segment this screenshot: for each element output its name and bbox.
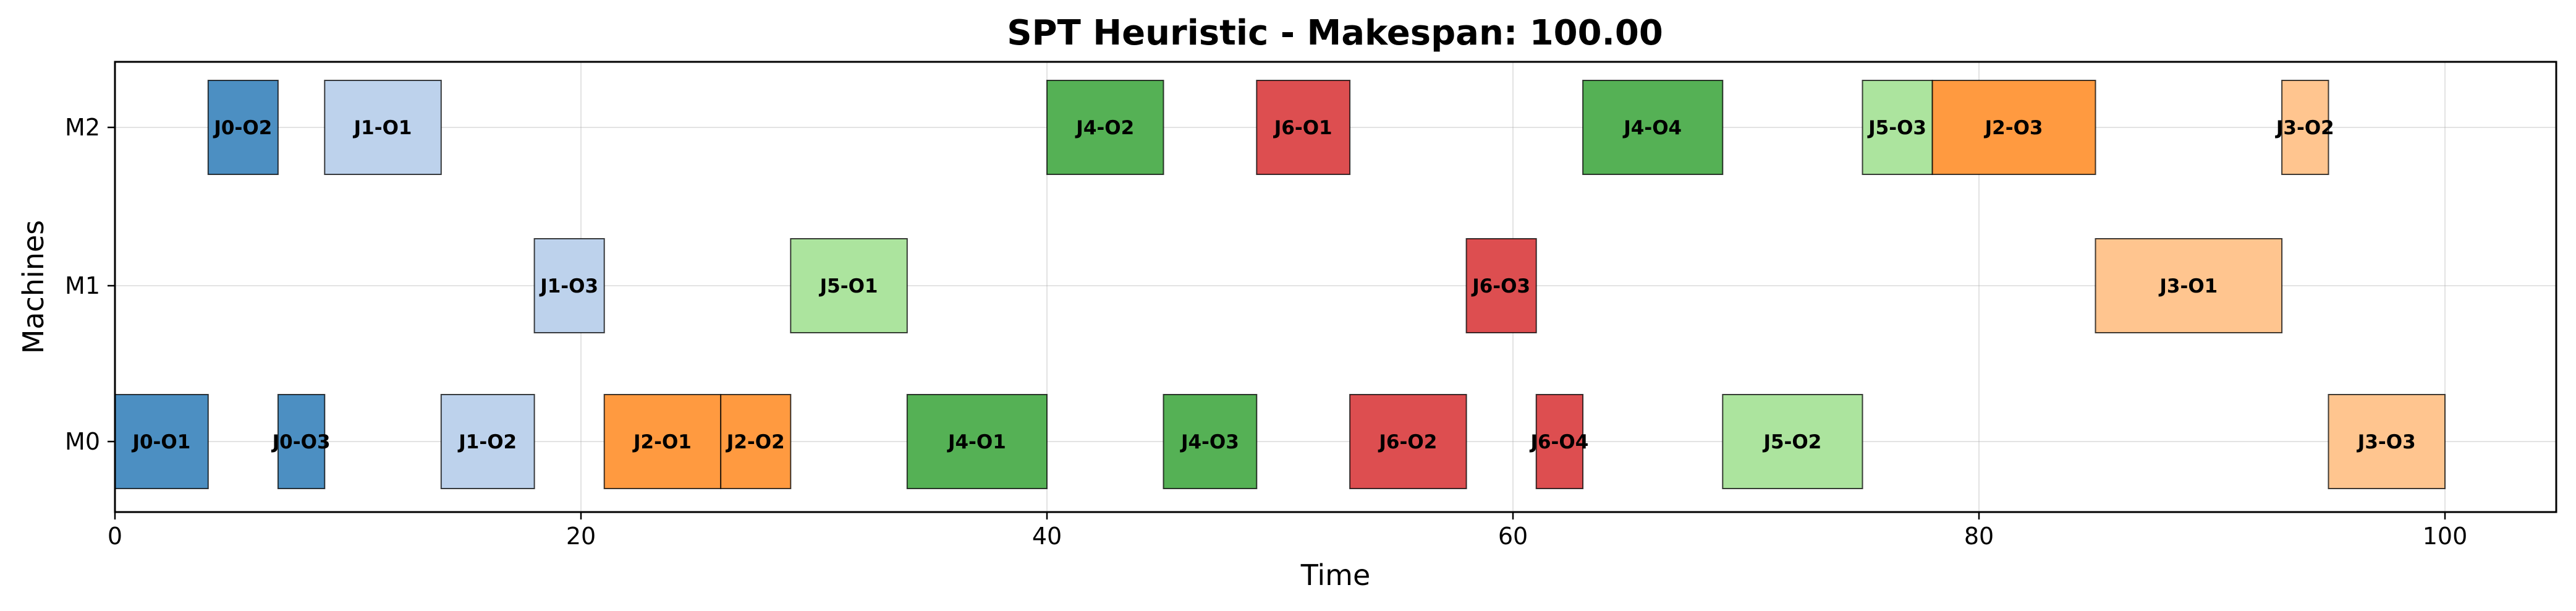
task-bar-j0-o1: [114, 394, 209, 489]
task-bar-j5-o2: [1722, 394, 1863, 489]
task-label: J5-O3: [1867, 117, 1926, 139]
task-label: J2-O3: [1984, 117, 2043, 139]
x-tick-label: 60: [1498, 523, 1528, 550]
task-bar-j5-o3: [1862, 80, 1933, 175]
task-bar-j6-o2: [1349, 394, 1467, 489]
task-bar-j3-o1: [2095, 238, 2283, 333]
task-label: J6-O3: [1471, 275, 1530, 297]
task-label: J3-O3: [2357, 431, 2416, 453]
task-label: J6-O2: [1378, 431, 1437, 453]
x-tick-label: 100: [2423, 523, 2468, 550]
y-axis-label: Machines: [17, 220, 50, 354]
task-bar-j6-o3: [1465, 238, 1537, 333]
x-tick-label: 40: [1032, 523, 1062, 550]
x-axis-label: Time: [1300, 558, 1371, 592]
task-bar-j0-o2: [207, 80, 279, 175]
task-label: J3-O1: [2158, 275, 2218, 297]
task-bar-j4-o4: [1582, 80, 1724, 175]
axis-ticks: 0 20 40 60 80 100 M0 M1 M2: [65, 114, 2467, 550]
task-bar-j2-o1: [603, 394, 722, 489]
task-label: J2-O1: [632, 431, 692, 453]
task-bar-j6-o1: [1256, 80, 1351, 175]
task-bar-j6-o4: [1535, 394, 1584, 489]
bars: J0-O1 J0-O2 J0-O3 J1-O1 J1-O2 J1-O3 J2-O1 J2-O2…: [114, 80, 2446, 489]
task-label: J0-O2: [213, 117, 272, 139]
task-bar-j3-o3: [2328, 394, 2446, 489]
task-label: J4-O2: [1075, 117, 1134, 139]
x-tick-label: 80: [1964, 523, 1994, 550]
task-bar-j2-o2: [720, 394, 792, 489]
task-label: J6-O4: [1529, 431, 1588, 453]
task-bar-j2-o3: [1931, 80, 2096, 175]
task-label: J5-O1: [819, 275, 878, 297]
task-bar-j1-o3: [533, 238, 605, 333]
task-bar-j4-o3: [1163, 394, 1258, 489]
task-label: J5-O2: [1762, 431, 1821, 453]
task-label: J0-O1: [131, 431, 190, 453]
task-label: J1-O2: [457, 431, 517, 453]
task-bar-j4-o2: [1046, 80, 1164, 175]
task-label: J4-O3: [1180, 431, 1239, 453]
y-tick-label: M0: [65, 428, 100, 455]
y-tick-label: M2: [65, 114, 100, 141]
x-tick-label: 0: [108, 523, 122, 550]
task-label: J3-O2: [2275, 117, 2334, 139]
task-label: J6-O1: [1273, 117, 1332, 139]
x-tick-label: 20: [566, 523, 596, 550]
task-label: J4-O1: [947, 431, 1006, 453]
task-label: J2-O2: [726, 431, 785, 453]
task-label: J0-O3: [271, 431, 331, 453]
y-tick-label: M1: [65, 272, 100, 299]
chart-title: SPT Heuristic - Makespan: 100.00: [1007, 13, 1663, 53]
task-bar-j1-o1: [324, 80, 442, 175]
task-bar-j0-o3: [277, 394, 326, 489]
task-label: J4-O4: [1622, 117, 1682, 139]
task-bar-j3-o2: [2281, 80, 2329, 175]
task-label: J1-O1: [353, 117, 412, 139]
plot-frame: [114, 61, 2557, 513]
task-bar-j1-o2: [440, 394, 535, 489]
task-bar-j4-o1: [906, 394, 1048, 489]
task-label: J1-O3: [539, 275, 598, 297]
task-bar-j5-o1: [790, 238, 908, 333]
